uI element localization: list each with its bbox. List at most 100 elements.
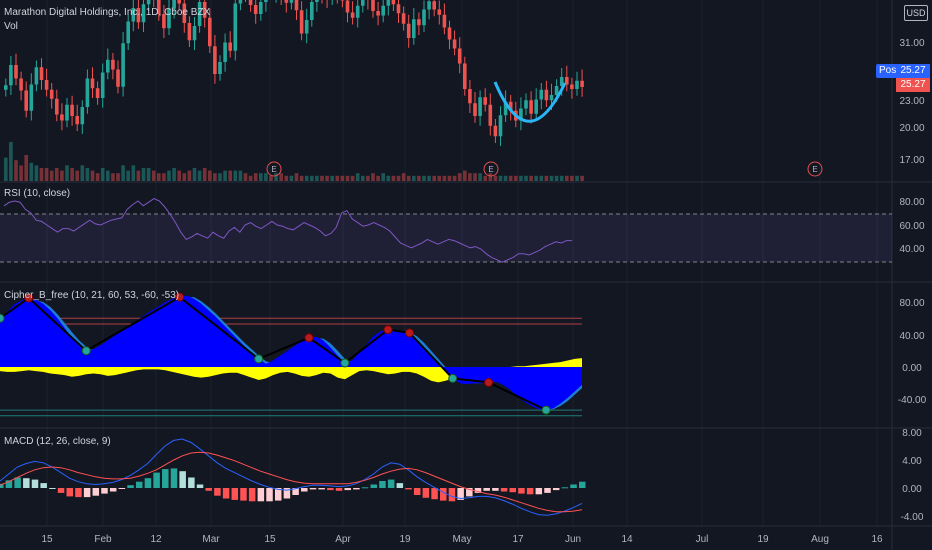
macd-histogram-bar [205, 488, 212, 491]
candle [233, 3, 238, 51]
candle [468, 89, 472, 104]
macd-histogram-bar [466, 488, 473, 497]
volume-bar [554, 175, 559, 181]
macd-histogram-bar [483, 488, 490, 491]
time-axis[interactable]: 15 Feb 12 Mar 15 Apr 19 May 17 Jun 14 Jul 19 Aug 16 [41, 534, 883, 545]
candle [60, 114, 64, 121]
candle [29, 84, 34, 111]
candle [95, 88, 100, 98]
cipher-buy-dot [448, 373, 458, 383]
volume-bar [259, 173, 263, 181]
time-axis-label: Apr [335, 534, 351, 545]
volume-bar [253, 173, 258, 181]
candle [24, 90, 28, 111]
price-tick: 17.00 [899, 155, 924, 166]
volume-bar [432, 175, 436, 181]
cipher-buy-dot [81, 346, 91, 356]
macd-histogram-bar [361, 487, 369, 489]
candle [284, 0, 289, 3]
macd-histogram-bar [518, 488, 525, 494]
macd-histogram-bar [109, 488, 117, 492]
macd-histogram-bar [14, 477, 21, 488]
candle [529, 100, 533, 114]
volume-bar [141, 168, 146, 181]
macd-histogram-bar [127, 485, 134, 488]
candle [44, 80, 49, 90]
macd-histogram-bar [248, 488, 256, 502]
macd-histogram-bar [196, 484, 204, 488]
earnings-marker[interactable]: E [807, 161, 823, 177]
candle [197, 1, 202, 26]
volume-bar [498, 175, 503, 181]
earnings-marker[interactable]: E [266, 161, 282, 177]
macd-histogram-bar [188, 477, 195, 488]
candle [4, 85, 8, 90]
candle [49, 89, 54, 99]
time-axis-label: 14 [621, 534, 633, 545]
volume-bar [289, 175, 294, 181]
candle [75, 116, 79, 125]
macd-line [0, 438, 583, 516]
candle [524, 100, 528, 109]
volume-bar [493, 175, 498, 181]
volume-bar [361, 175, 365, 181]
grid [46, 0, 878, 526]
macd-histogram-bar [500, 488, 508, 492]
volume-bar [529, 175, 533, 181]
volume-bar [192, 168, 197, 181]
candle [463, 63, 467, 89]
volume-bar [580, 175, 584, 181]
macd-histogram-bar [222, 488, 230, 499]
time-axis-label: Aug [811, 534, 829, 545]
volume-bar [565, 175, 569, 181]
volume-bar [340, 175, 345, 181]
macd-histogram-bar [413, 488, 421, 495]
volume-title: Vol [4, 21, 18, 32]
volume-bar [335, 175, 340, 181]
rsi-tick: 40.00 [899, 244, 924, 255]
volume-bar [386, 175, 391, 181]
volume-bar [355, 173, 360, 181]
rsi-band [0, 214, 892, 262]
candle [508, 101, 513, 111]
volume-bar [330, 175, 334, 181]
macd-histogram-bar [301, 488, 308, 492]
volume-bar [187, 170, 192, 181]
candle [406, 23, 411, 38]
volume-bar [315, 175, 319, 181]
volume-bar [549, 175, 554, 181]
candle [503, 101, 508, 116]
macd-histogram-bar [92, 488, 100, 496]
macd-histogram-bar [387, 479, 395, 488]
macd-histogram-bar [431, 488, 438, 500]
volume-bar [182, 173, 187, 181]
volume-bar [570, 175, 574, 181]
currency-label[interactable]: USD [904, 5, 928, 21]
volume-bar [126, 170, 130, 181]
macd-histogram [0, 468, 586, 502]
candle [253, 5, 258, 14]
macd-histogram-bar [570, 484, 577, 488]
candle [264, 0, 268, 2]
candle [391, 0, 396, 5]
macd-tick: 8.00 [902, 428, 922, 439]
candle [534, 99, 538, 114]
macd-histogram-bar [448, 488, 456, 502]
volume-bar [264, 173, 268, 181]
candle [131, 8, 136, 22]
macd-histogram-bar [309, 488, 317, 490]
candle [223, 42, 227, 62]
volume-bar [4, 157, 8, 181]
candle [483, 97, 487, 105]
price-tick: 20.00 [899, 123, 924, 134]
volume-bar [238, 170, 243, 181]
cipher-sell-dot [175, 292, 185, 302]
volume-bar [452, 175, 457, 181]
volume-bar [284, 175, 289, 181]
earnings-marker[interactable]: E [483, 161, 499, 177]
macd-histogram-bar [83, 488, 91, 498]
time-axis-label: 16 [871, 534, 883, 545]
macd-histogram-bar [292, 488, 299, 495]
candle [493, 125, 498, 137]
